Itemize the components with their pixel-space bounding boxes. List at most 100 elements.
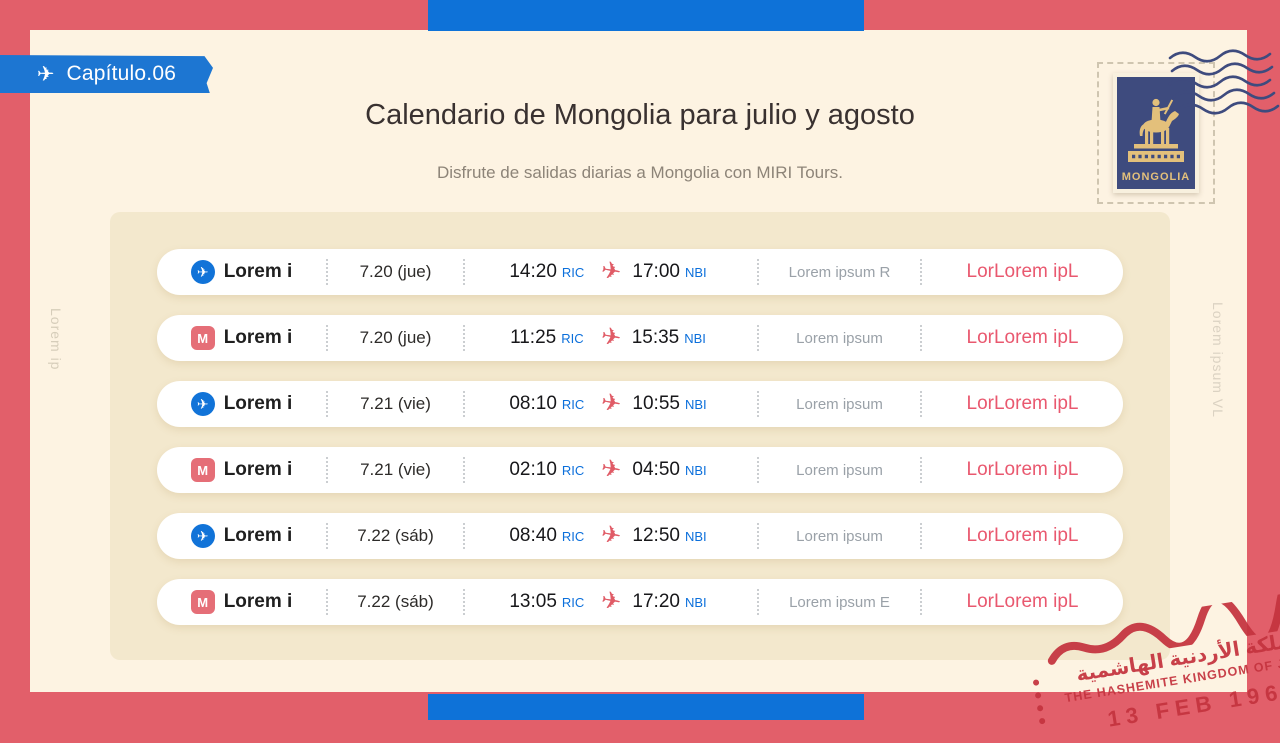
airline-cell: M Lorem i xyxy=(157,326,326,350)
postage-stamp: MONGOLIA xyxy=(1113,73,1199,193)
flight-note: Lorem ipsum xyxy=(796,329,883,347)
departure-airport-code: RIC xyxy=(561,330,584,346)
column-divider xyxy=(326,259,328,285)
arrival-airport-code: NBI xyxy=(684,462,707,478)
top-accent-bar xyxy=(428,0,864,31)
airline-name: Lorem i xyxy=(223,525,293,546)
flight-row: ✈ Lorem i 7.22 (sáb) 08:40 RIC ✈ 12:50 N… xyxy=(157,513,1123,559)
schedule-panel: ✈ Lorem i 7.20 (jue) 14:20 RIC ✈ 17:00 N… xyxy=(110,212,1170,660)
column-divider xyxy=(463,523,465,549)
arrival-time: 17:00 xyxy=(632,261,680,282)
chapter-badge-label: Capítulo.06 xyxy=(66,62,177,85)
flight-row: M Lorem i 7.21 (vie) 02:10 RIC ✈ 04:50 N… xyxy=(157,447,1123,493)
postmark-waves-icon xyxy=(1168,49,1280,115)
flight-note: Lorem ipsum R xyxy=(788,263,891,281)
airline-cell: M Lorem i xyxy=(157,590,326,614)
column-divider xyxy=(326,325,328,351)
m-square-icon: M xyxy=(190,590,215,614)
horse-rider-icon xyxy=(1128,98,1184,162)
column-divider xyxy=(920,391,922,417)
side-watermark-right: Lorem ipsum VL xyxy=(1210,302,1226,418)
page-subtitle: Disfrute de salidas diarias a Mongolia c… xyxy=(437,163,843,182)
flight-times-cell: 13:05 RIC ✈ 17:20 NBI xyxy=(465,586,757,617)
column-divider xyxy=(463,391,465,417)
flight-times-cell: 02:10 RIC ✈ 04:50 NBI xyxy=(465,454,757,484)
column-divider xyxy=(920,589,922,615)
airplane-icon: ✈ xyxy=(36,62,55,86)
flight-action-link[interactable]: LorLorem ipL xyxy=(966,393,1079,414)
flight-action-link[interactable]: LorLorem ipL xyxy=(966,261,1079,282)
column-divider xyxy=(920,325,922,351)
airline-name: Lorem i xyxy=(223,261,293,282)
arrival-time: 17:20 xyxy=(632,591,680,612)
departure-airport-code: RIC xyxy=(561,396,585,412)
airline-cell: ✈ Lorem i xyxy=(157,524,326,548)
column-divider xyxy=(326,457,328,483)
red-plane-icon: ✈ xyxy=(599,256,624,287)
column-divider xyxy=(463,325,465,351)
red-plane-icon: ✈ xyxy=(598,322,623,353)
departure-airport-code: RIC xyxy=(561,528,585,544)
column-divider xyxy=(757,391,759,417)
arrival-time: 10:55 xyxy=(632,393,680,414)
plane-circle-icon: ✈ xyxy=(190,524,215,548)
column-divider xyxy=(920,457,922,483)
departure-airport-code: RIC xyxy=(561,462,585,478)
column-divider xyxy=(920,259,922,285)
airline-name: Lorem i xyxy=(223,459,293,480)
flight-note: Lorem ipsum xyxy=(796,461,883,479)
arrival-airport-code: NBI xyxy=(684,528,707,544)
flight-date: 7.20 (jue) xyxy=(359,262,432,281)
departure-time: 11:25 xyxy=(510,327,557,348)
flight-date: 7.21 (vie) xyxy=(360,394,431,413)
arrival-airport-code: NBI xyxy=(684,264,707,280)
page-title: Calendario de Mongolia para julio y agos… xyxy=(365,99,915,131)
m-square-icon: M xyxy=(190,458,215,482)
column-divider xyxy=(757,523,759,549)
plane-circle-icon: ✈ xyxy=(190,260,215,284)
flight-note: Lorem ipsum xyxy=(796,527,883,545)
departure-time: 02:10 xyxy=(509,459,557,480)
flight-times-cell: 11:25 RIC ✈ 15:35 NBI xyxy=(465,322,757,353)
flight-action-link[interactable]: LorLorem ipL xyxy=(966,327,1079,348)
column-divider xyxy=(920,523,922,549)
flight-action-link[interactable]: LorLorem ipL xyxy=(966,525,1079,546)
column-divider xyxy=(326,391,328,417)
column-divider xyxy=(463,457,465,483)
departure-airport-code: RIC xyxy=(561,594,585,610)
flight-times-cell: 08:40 RIC ✈ 12:50 NBI xyxy=(465,520,757,551)
departure-time: 13:05 xyxy=(509,591,557,612)
airline-name: Lorem i xyxy=(223,327,293,348)
airline-name: Lorem i xyxy=(223,591,293,612)
departure-airport-code: RIC xyxy=(561,264,585,280)
flight-date: 7.22 (sáb) xyxy=(357,592,434,611)
airline-cell: ✈ Lorem i xyxy=(157,260,326,284)
departure-time: 14:20 xyxy=(509,261,557,282)
bottom-accent-bar xyxy=(428,694,864,720)
side-watermark-left: Lorem ip xyxy=(48,308,64,371)
column-divider xyxy=(757,589,759,615)
column-divider xyxy=(326,589,328,615)
flight-times-cell: 08:10 RIC ✈ 10:55 NBI xyxy=(465,388,757,418)
m-square-icon: M xyxy=(190,326,215,350)
flight-row: ✈ Lorem i 7.21 (vie) 08:10 RIC ✈ 10:55 N… xyxy=(157,381,1123,427)
column-divider xyxy=(757,259,759,285)
column-divider xyxy=(463,589,465,615)
column-divider xyxy=(463,259,465,285)
stamp-country-label: MONGOLIA xyxy=(1121,171,1191,183)
flight-row: M Lorem i 7.22 (sáb) 13:05 RIC ✈ 17:20 N… xyxy=(157,579,1123,625)
arrival-airport-code: NBI xyxy=(684,594,707,610)
arrival-time: 12:50 xyxy=(632,525,680,546)
flight-note: Lorem ipsum xyxy=(796,395,883,413)
column-divider xyxy=(757,325,759,351)
airline-cell: ✈ Lorem i xyxy=(157,392,326,416)
red-plane-icon: ✈ xyxy=(599,520,624,551)
arrival-airport-code: NBI xyxy=(684,396,707,412)
plane-circle-icon: ✈ xyxy=(190,392,215,416)
flight-action-link[interactable]: LorLorem ipL xyxy=(966,591,1079,612)
red-plane-icon: ✈ xyxy=(599,586,624,617)
flight-action-link[interactable]: LorLorem ipL xyxy=(966,459,1079,480)
column-divider xyxy=(757,457,759,483)
flight-date: 7.21 (vie) xyxy=(360,460,431,479)
departure-time: 08:40 xyxy=(509,525,557,546)
